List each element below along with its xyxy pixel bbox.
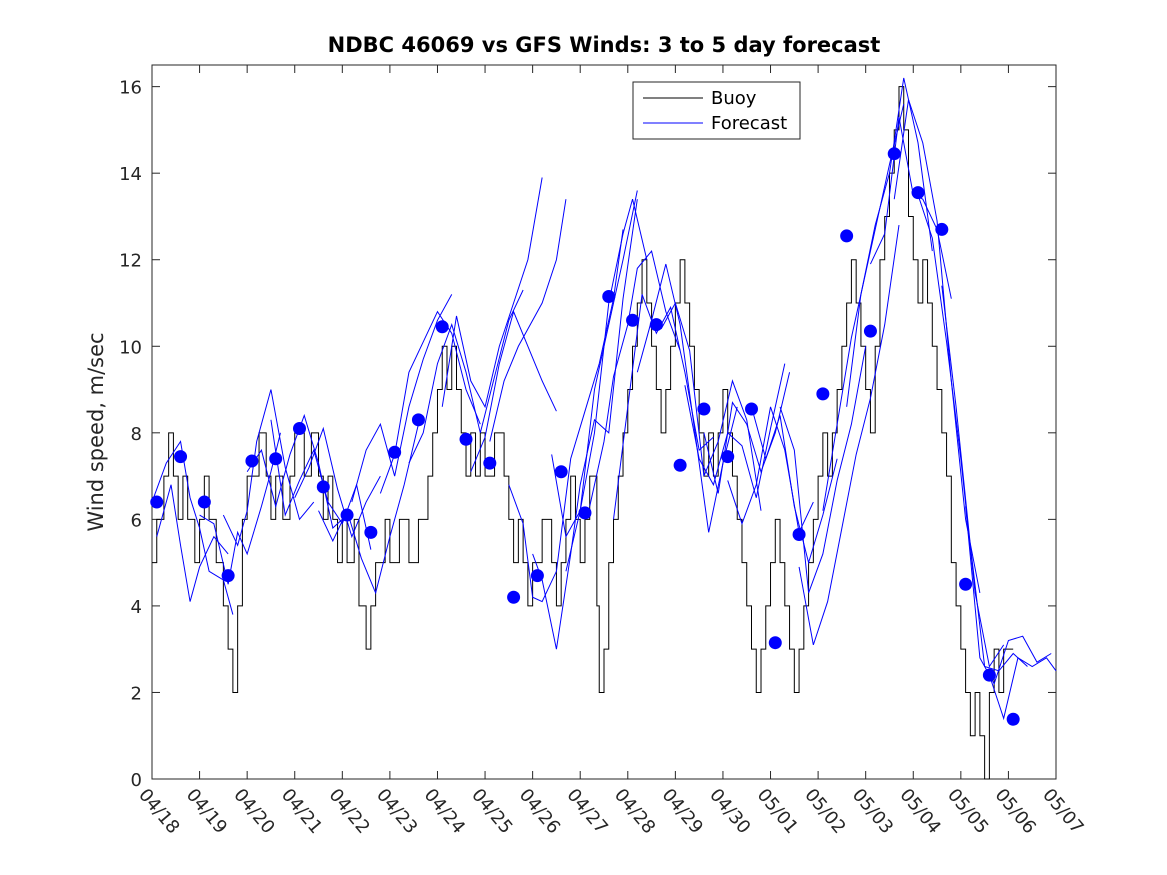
forecast-series-line bbox=[508, 229, 624, 603]
y-tick-label: 6 bbox=[131, 510, 142, 531]
forecast-series-line bbox=[470, 310, 557, 472]
forecast-marker bbox=[935, 222, 949, 236]
forecast-marker bbox=[316, 480, 330, 494]
forecast-marker bbox=[150, 495, 164, 509]
forecast-series-line bbox=[988, 657, 1057, 721]
forecast-marker bbox=[626, 313, 640, 327]
forecast-series-line bbox=[965, 506, 1052, 686]
y-tick-label: 10 bbox=[119, 337, 142, 358]
forecast-series-line bbox=[441, 177, 543, 409]
forecast-marker bbox=[578, 506, 592, 520]
y-tick-label: 16 bbox=[119, 78, 142, 99]
y-tick-label: 2 bbox=[131, 683, 142, 704]
forecast-marker bbox=[197, 495, 211, 509]
forecast-series-line bbox=[532, 199, 638, 650]
forecast-series-line bbox=[199, 432, 281, 585]
forecast-marker bbox=[364, 525, 378, 539]
forecast-series-line bbox=[893, 99, 981, 594]
forecast-marker bbox=[744, 402, 758, 416]
forecast-marker bbox=[340, 508, 354, 522]
y-tick-label: 12 bbox=[119, 251, 142, 272]
forecast-series-line bbox=[589, 249, 681, 507]
forecast-series-line bbox=[408, 289, 524, 464]
y-tick-label: 4 bbox=[131, 597, 142, 618]
forecast-marker bbox=[411, 413, 425, 427]
forecast-series-line bbox=[270, 419, 372, 550]
forecast-marker bbox=[792, 528, 806, 542]
forecast-series-line bbox=[151, 440, 234, 615]
forecast-series-line bbox=[917, 194, 1005, 668]
forecast-series-line bbox=[379, 310, 481, 494]
y-tick-label: 8 bbox=[131, 424, 142, 445]
legend-buoy-label: Buoy bbox=[711, 88, 757, 109]
forecast-marker bbox=[245, 454, 259, 468]
forecast-marker bbox=[959, 577, 973, 591]
forecast-marker bbox=[840, 229, 854, 243]
forecast-series-line bbox=[636, 263, 738, 533]
y-axis-label: Wind speed, m/sec bbox=[84, 332, 108, 531]
forecast-marker bbox=[388, 445, 402, 459]
y-tick-label: 14 bbox=[119, 164, 142, 185]
forecast-marker bbox=[292, 421, 306, 435]
forecast-marker bbox=[174, 450, 188, 464]
forecast-marker bbox=[982, 668, 996, 682]
forecast-series-line bbox=[551, 190, 638, 539]
forecast-series-line bbox=[846, 77, 933, 407]
chart-title: NDBC 46069 vs GFS Winds: 3 to 5 day fore… bbox=[328, 33, 881, 57]
forecast-marker bbox=[816, 387, 830, 401]
forecast-marker bbox=[530, 569, 544, 583]
legend-forecast-label: Forecast bbox=[711, 113, 787, 134]
forecast-series-line bbox=[351, 294, 453, 503]
forecast-marker bbox=[911, 186, 925, 200]
axes-box bbox=[151, 64, 1057, 780]
forecast-marker bbox=[269, 452, 283, 466]
forecast-series-line bbox=[660, 301, 762, 511]
y-tick-label: 0 bbox=[131, 770, 142, 791]
forecast-series-line bbox=[703, 372, 791, 494]
forecast-marker bbox=[649, 318, 663, 332]
forecast-marker bbox=[721, 450, 735, 464]
forecast-marker bbox=[887, 147, 901, 161]
forecast-marker bbox=[435, 320, 449, 334]
forecast-series-line bbox=[294, 426, 381, 539]
forecast-marker bbox=[863, 324, 877, 338]
forecast-marker bbox=[1006, 712, 1020, 726]
forecast-marker bbox=[602, 290, 616, 304]
forecast-series-line bbox=[751, 406, 838, 565]
forecast-marker bbox=[507, 590, 521, 604]
forecast-series-line bbox=[779, 346, 867, 594]
forecast-series-line bbox=[246, 413, 348, 529]
forecast-marker bbox=[768, 636, 782, 650]
forecast-marker bbox=[554, 465, 568, 479]
forecast-marker bbox=[697, 402, 711, 416]
forecast-series-line bbox=[222, 389, 315, 547]
forecast-marker bbox=[459, 432, 473, 446]
forecast-marker bbox=[673, 458, 687, 472]
forecast-series-line bbox=[798, 225, 900, 646]
forecast-series-line bbox=[318, 424, 419, 595]
forecast-series-line bbox=[684, 363, 786, 498]
legend-box bbox=[632, 81, 801, 140]
forecast-marker bbox=[221, 569, 235, 583]
forecast-series-line bbox=[156, 484, 229, 602]
forecast-series-line bbox=[489, 199, 567, 442]
forecast-marker bbox=[483, 456, 497, 470]
forecast-series-line bbox=[613, 294, 714, 520]
